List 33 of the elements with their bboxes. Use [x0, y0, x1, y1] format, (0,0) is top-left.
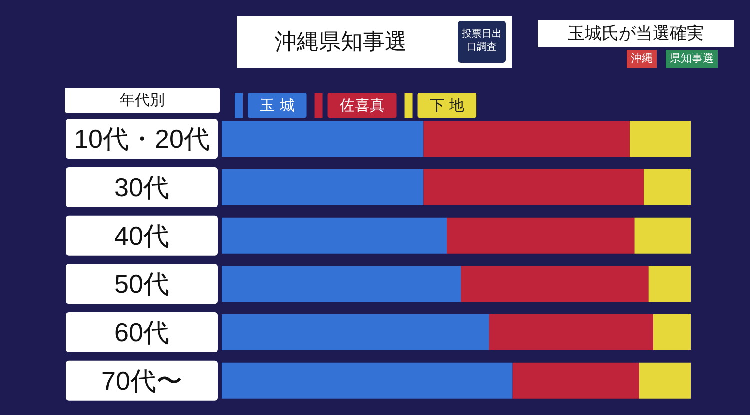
text: 県知事選 — [666, 50, 718, 68]
y-tick-label: 40代 — [114, 220, 170, 251]
chart-title: 沖縄県知事選 — [275, 30, 407, 55]
bar — [222, 314, 490, 350]
bar — [512, 362, 640, 399]
text: 沖縄 — [627, 50, 657, 68]
text: 投票日出口調査 — [458, 21, 506, 63]
bar — [630, 121, 691, 158]
bar — [634, 218, 691, 254]
legend-label: 佐喜真 — [340, 96, 385, 114]
bar — [222, 218, 448, 254]
y-tick-label: 10代・20代 — [74, 124, 210, 154]
bar — [447, 218, 635, 254]
legend-label: 玉 城 — [260, 96, 295, 114]
bar — [461, 266, 649, 302]
bar — [648, 266, 691, 302]
y-tick-label: 30代 — [114, 172, 170, 202]
bar — [653, 314, 691, 350]
bar — [222, 170, 424, 206]
bar — [222, 362, 513, 399]
legend-title: 年代別 — [65, 88, 220, 113]
y-tick-label: 50代 — [114, 269, 170, 300]
bar — [222, 121, 424, 158]
bar — [424, 170, 644, 206]
legend-label: 下 地 — [430, 96, 465, 114]
y-tick-label: 70代〜 — [102, 366, 182, 396]
bar — [222, 266, 462, 302]
y-tick-label: 60代 — [114, 318, 170, 348]
bar — [424, 121, 630, 158]
bar — [644, 170, 691, 206]
bar — [489, 314, 654, 350]
text: 玉城氏が当選確実 — [538, 20, 734, 47]
bar — [639, 362, 691, 399]
